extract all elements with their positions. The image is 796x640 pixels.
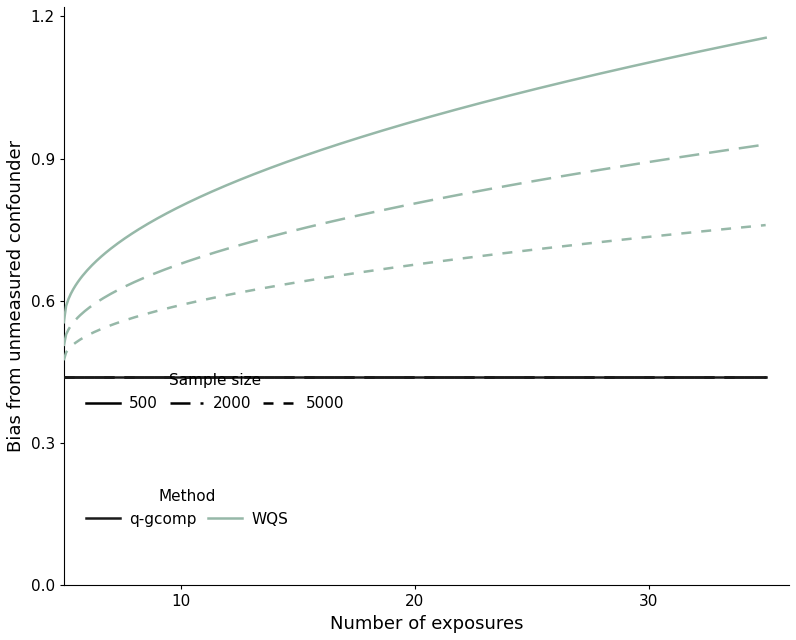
Legend: q-gcomp, WQS: q-gcomp, WQS — [86, 489, 288, 527]
X-axis label: Number of exposures: Number of exposures — [330, 615, 523, 633]
Y-axis label: Bias from unmeasured confounder: Bias from unmeasured confounder — [7, 140, 25, 452]
